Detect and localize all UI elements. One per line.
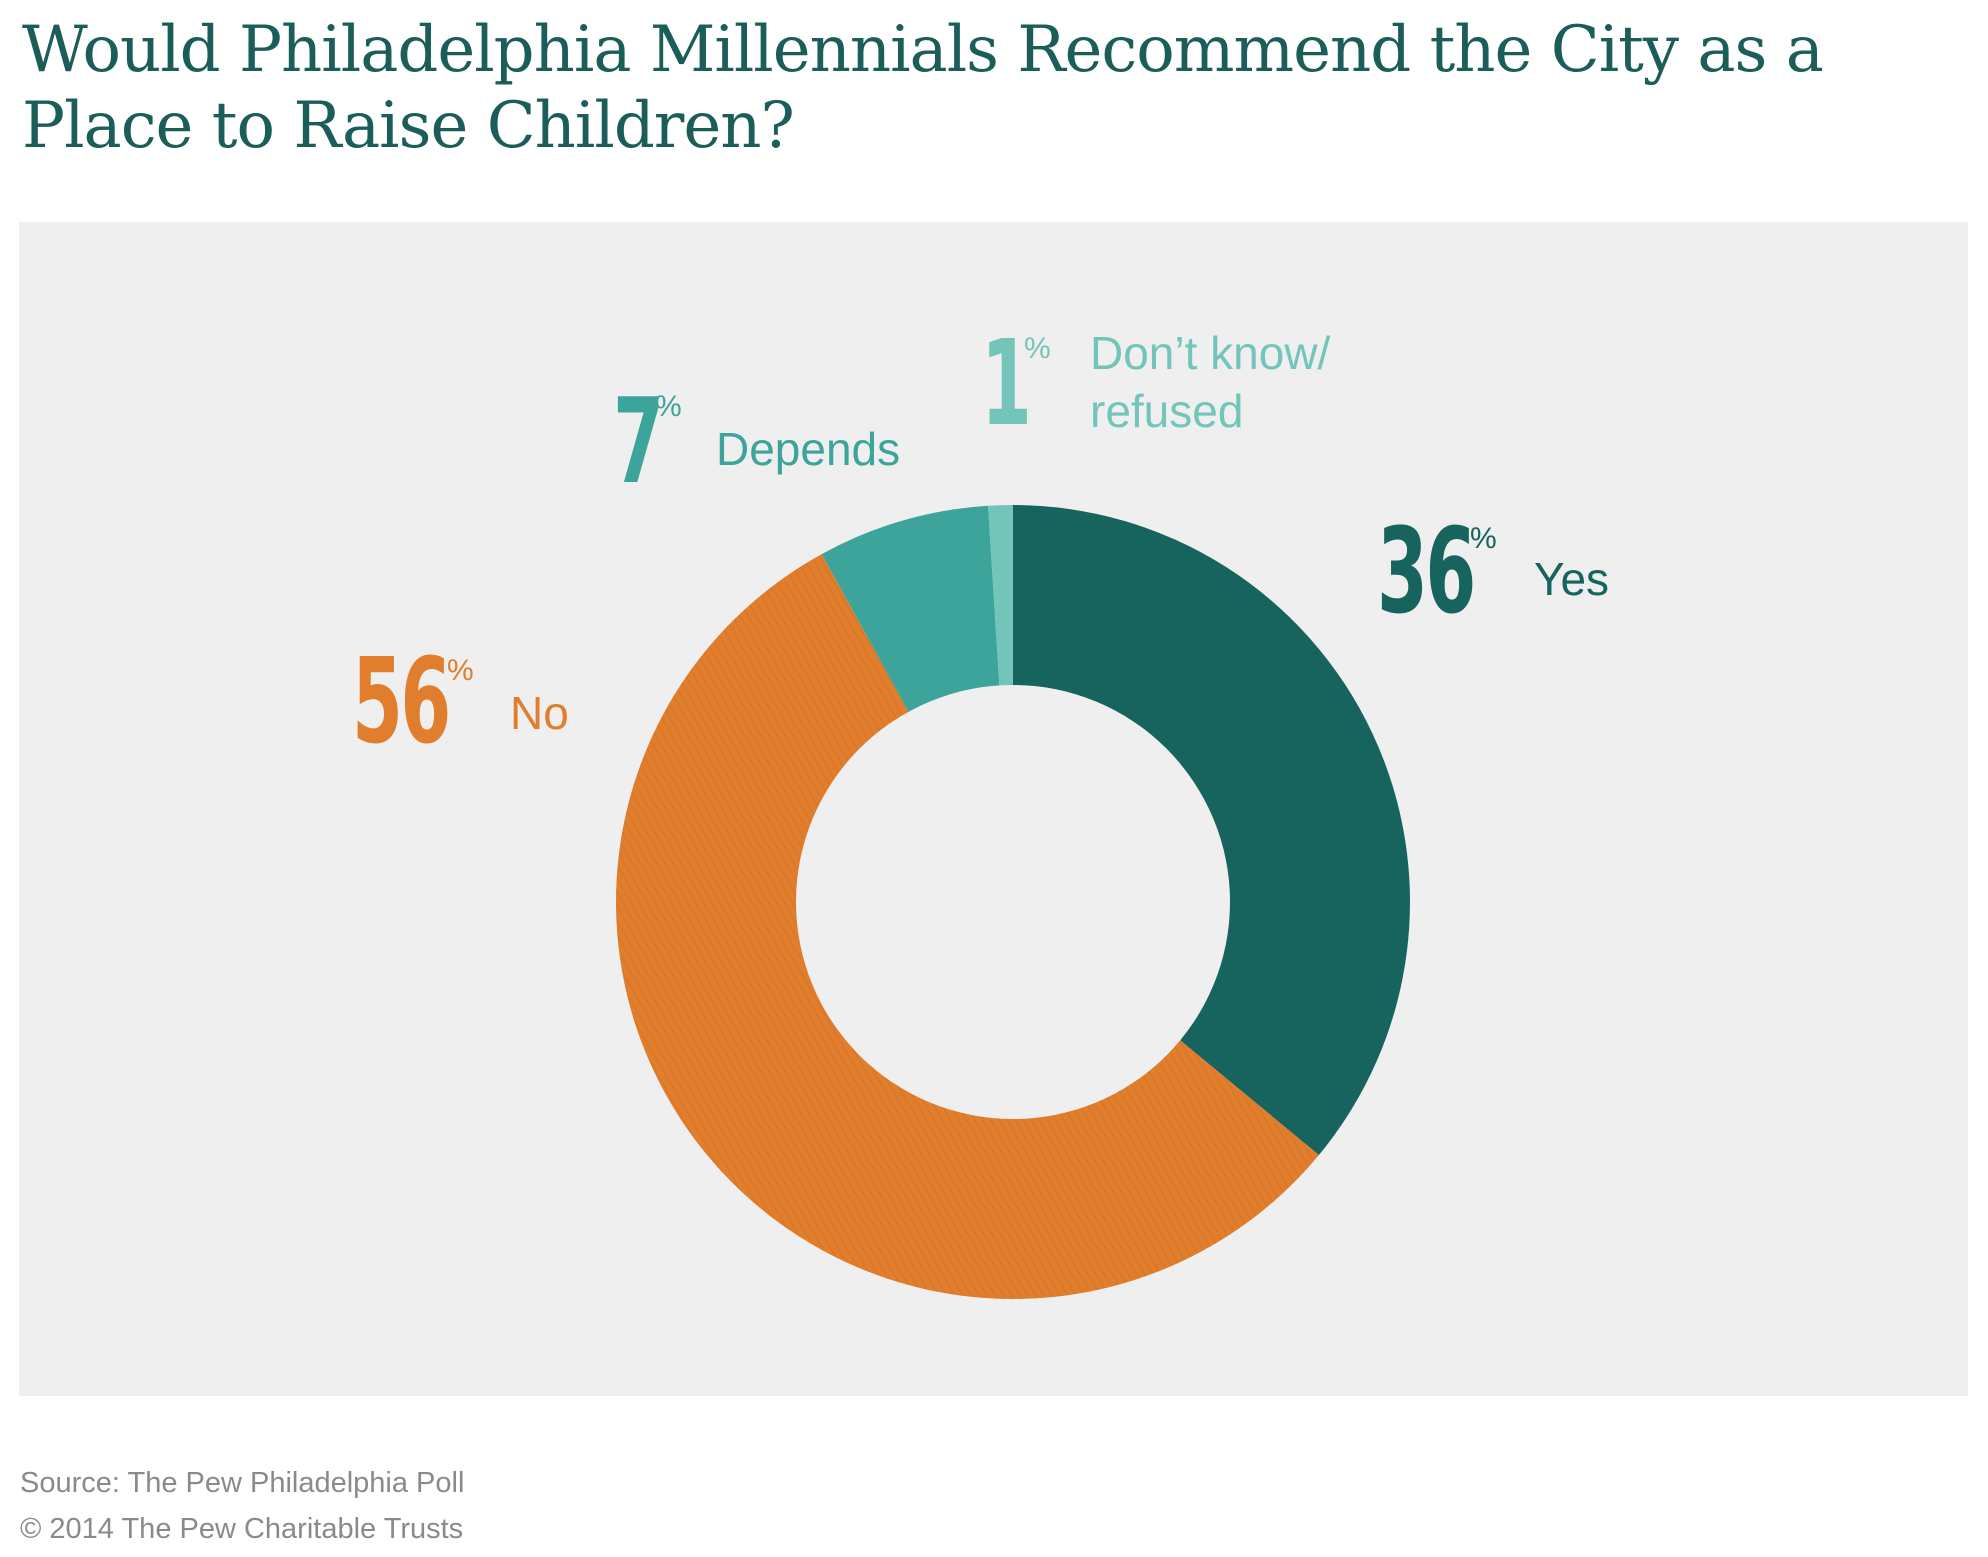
value-label-dontknow: 1	[981, 314, 1032, 452]
label-yes: 36 % Yes	[1377, 502, 1609, 640]
percent-sign-dontknow: %	[1024, 332, 1051, 365]
value-label-depends: 7	[613, 372, 664, 510]
copyright-note: © 2014 The Pew Charitable Trusts	[20, 1513, 464, 1545]
category-label-dontknow-line2: refused	[1090, 385, 1244, 437]
percent-sign-depends: %	[655, 390, 682, 423]
value-label-yes: 36	[1377, 502, 1476, 640]
percent-sign-yes: %	[1470, 522, 1497, 555]
chart-panel: 36 % Yes 56 % No 7 % Depends 1 % Don’t k…	[19, 222, 1968, 1396]
source-note: Source: The Pew Philadelphia Poll	[20, 1467, 465, 1499]
donut-hole	[796, 685, 1230, 1119]
category-label-no: No	[510, 687, 569, 739]
category-label-dontknow-line1: Don’t know/	[1090, 327, 1331, 379]
category-label-depends: Depends	[716, 423, 901, 475]
value-label-no: 56	[352, 632, 451, 770]
label-depends: 7 % Depends	[613, 372, 900, 510]
footer: Source: The Pew Philadelphia Poll © 2014…	[20, 1460, 464, 1552]
label-no: 56 % No	[352, 632, 569, 770]
donut-chart	[615, 505, 1410, 1300]
percent-sign-no: %	[447, 654, 474, 687]
chart-title: Would Philadelphia Millennials Recommend…	[22, 13, 1824, 163]
label-dontknow: 1 % Don’t know/ refused	[981, 314, 1330, 452]
category-label-yes: Yes	[1534, 553, 1610, 605]
